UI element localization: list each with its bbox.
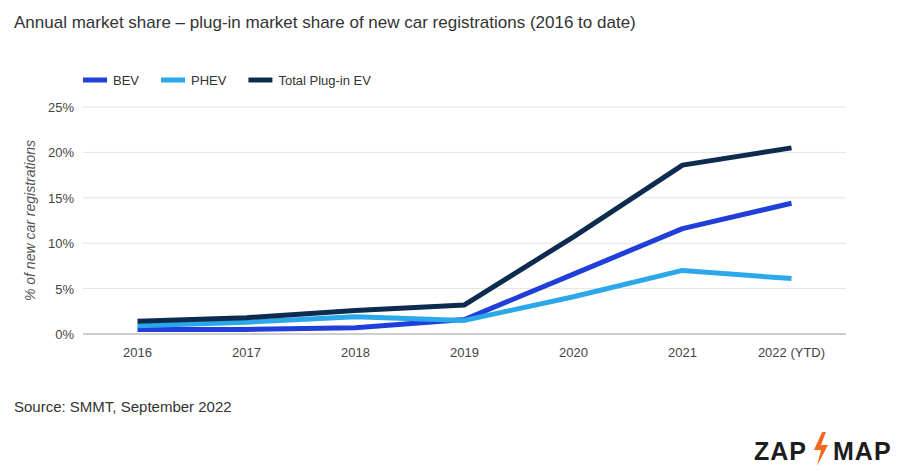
y-tick-label: 0% (55, 327, 74, 342)
x-tick-label: 2018 (341, 345, 370, 360)
chart: Annual market share – plug-in market sha… (0, 0, 903, 475)
legend-swatch (161, 78, 185, 83)
logo: ZAP MAP (754, 432, 892, 466)
logo-text: ZAP (754, 437, 807, 465)
y-tick-label: 10% (48, 236, 74, 251)
x-tick-label: 2017 (232, 345, 261, 360)
grid-line (83, 152, 846, 153)
legend-label: BEV (113, 73, 139, 88)
series-line (138, 148, 792, 321)
logo-icon (814, 432, 828, 466)
series-line (138, 203, 792, 329)
plot-area (138, 148, 792, 330)
logo-text: MAP (833, 437, 892, 465)
y-axis-title: % of new car registrations (22, 140, 38, 301)
x-tick-label: 2022 (YTD) (758, 345, 825, 360)
x-tick-label: 2016 (123, 345, 152, 360)
grid-line (83, 107, 846, 108)
x-tick-label: 2021 (668, 345, 697, 360)
title: Annual market share – plug-in market sha… (14, 13, 636, 32)
y-tick-label: 15% (48, 191, 74, 206)
axis-line (83, 334, 846, 335)
legend: BEV PHEV Total Plug-in EV (83, 73, 371, 88)
grid-line (83, 243, 846, 244)
legend-label: Total Plug-in EV (278, 73, 371, 88)
grid-line (83, 288, 846, 289)
y-tick-label: 25% (48, 100, 74, 115)
legend-swatch (83, 78, 107, 83)
grid-line (83, 197, 846, 198)
source: Source: SMMT, September 2022 (14, 398, 232, 415)
y-tick-label: 5% (55, 282, 74, 297)
legend-swatch (248, 78, 272, 83)
x-tick-label: 2020 (559, 345, 588, 360)
x-tick-label: 2019 (450, 345, 479, 360)
legend-label: PHEV (191, 73, 227, 88)
y-tick-label: 20% (48, 145, 74, 160)
